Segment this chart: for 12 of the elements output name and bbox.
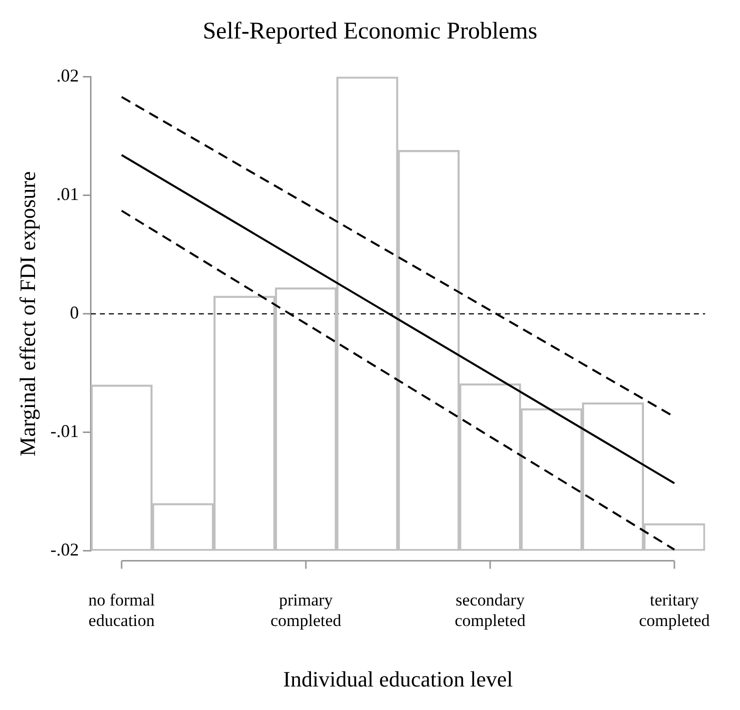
y-tick-label: 0	[70, 302, 79, 323]
y-tick-label: -.02	[50, 540, 79, 560]
x-tick-label: teritary completed	[638, 590, 710, 630]
y-tick-label: .02	[56, 66, 79, 86]
x-tick-label: no formal education	[88, 590, 156, 630]
x-tick-label: primary completed	[270, 590, 342, 630]
chart-title: Self-Reported Economic Problems	[202, 18, 538, 45]
y-tick-label: -.01	[50, 421, 79, 442]
x-tick-label: secondary completed	[454, 590, 526, 630]
y-tick-label: .01	[56, 184, 79, 204]
y-axis-title: Marginal effect of FDI exposure	[14, 171, 40, 456]
x-axis-title: Individual education level	[283, 666, 513, 692]
